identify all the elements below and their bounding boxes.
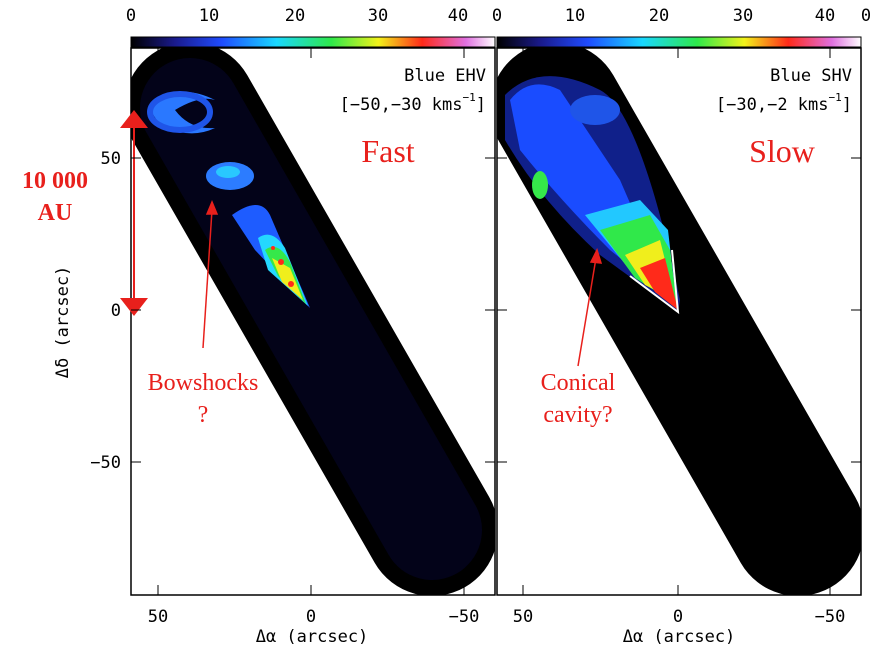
range: [−30,−2 kms: [716, 95, 829, 115]
colorbar-tick-label: 30: [368, 6, 388, 26]
x-tick-label: 0: [306, 607, 316, 627]
y-axis-title: Δδ (arcsec): [53, 266, 73, 379]
colorbar-tick-label: 40: [448, 6, 468, 26]
panel-frame: [496, 47, 862, 596]
x-tick-label: −50: [815, 607, 846, 627]
velocity-range: [−50,−30 kms−1]: [340, 91, 486, 115]
map-left: [131, 48, 495, 595]
colorbar-tick-label: 20: [649, 6, 669, 26]
annotation: cavity?: [543, 402, 612, 428]
y-tick-label: 50: [101, 149, 121, 169]
colorbar-tick-label: 10: [199, 6, 219, 26]
colorbar-tick-label: 30: [733, 6, 753, 26]
map-right: [497, 48, 861, 595]
pointer-arrows: [202, 200, 603, 367]
annotation: Bowshocks: [148, 370, 259, 396]
colorbar-tick-label: 20: [285, 6, 305, 26]
scale-label: 10 000: [22, 168, 88, 194]
x-tick-label: 0: [673, 607, 683, 627]
annotation: Conical: [541, 370, 616, 396]
x-tick-label: −50: [449, 607, 480, 627]
colorbar: [496, 36, 862, 48]
panel-label: Fast: [361, 133, 414, 169]
panel-title: Blue SHV: [770, 66, 852, 86]
colorbar: [130, 36, 496, 48]
x-tick-label: 50: [513, 607, 533, 627]
scale-arrow: [120, 110, 148, 316]
x-tick-label: 50: [148, 607, 168, 627]
panel-frame: [130, 47, 496, 596]
range-sup: −1: [829, 91, 842, 104]
panel-label: Slow: [749, 133, 815, 169]
scale-label: AU: [38, 200, 73, 226]
range-sup: −1: [463, 91, 476, 104]
range-end: ]: [842, 95, 852, 115]
panel-title: Blue EHV: [404, 66, 486, 86]
colorbar-tick-label: 0: [126, 6, 136, 26]
y-tick-label: −50: [90, 453, 121, 473]
colorbar-tick-label: 10: [565, 6, 585, 26]
range: [−50,−30 kms: [340, 95, 463, 115]
velocity-range: [−30,−2 kms−1]: [716, 91, 852, 115]
range-end: ]: [476, 95, 486, 115]
colorbar-tick-label: 40: [815, 6, 835, 26]
x-axis-title: Δα (arcsec): [256, 627, 369, 647]
y-tick-label: 0: [111, 301, 121, 321]
colorbar-tick-label: 0: [861, 6, 871, 26]
annotation: ?: [198, 402, 209, 428]
colorbar-tick-label: 0: [492, 6, 502, 26]
x-axis-title: Δα (arcsec): [623, 627, 736, 647]
